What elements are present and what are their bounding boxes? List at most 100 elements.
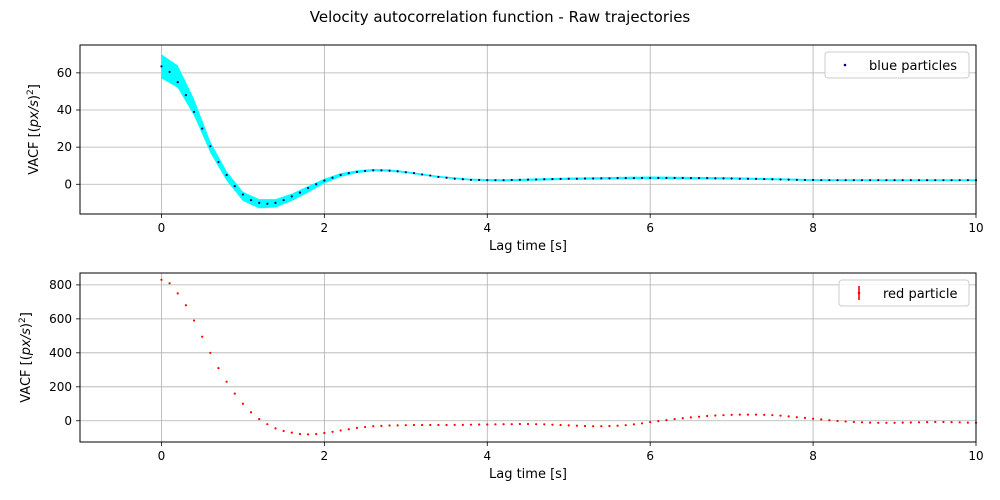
data-point: [184, 304, 187, 307]
data-point: [877, 421, 880, 424]
data-point: [779, 414, 782, 417]
data-point: [559, 423, 562, 427]
data-point: [437, 423, 440, 427]
x-tick-label: 8: [809, 221, 817, 235]
data-point: [266, 202, 269, 205]
data-point: [624, 177, 627, 180]
data-point: [567, 424, 570, 427]
data-point: [575, 177, 578, 180]
data-point: [917, 179, 921, 182]
data-point: [526, 178, 530, 181]
data-point: [241, 402, 245, 405]
figure-title: Velocity autocorrelation function - Raw …: [310, 8, 691, 26]
data-point: [486, 423, 489, 426]
data-point: [754, 413, 758, 416]
data-point: [192, 319, 196, 322]
data-point: [209, 145, 212, 148]
y-axis-label: VACF [(px/s)2]: [18, 312, 34, 403]
data-point: [860, 421, 864, 424]
data-point: [885, 179, 888, 182]
data-point: [233, 392, 236, 395]
data-point: [258, 201, 261, 204]
data-point: [795, 416, 798, 419]
data-point: [722, 414, 725, 417]
legend: red particle: [838, 279, 970, 307]
data-point: [763, 413, 766, 416]
data-point: [640, 176, 644, 180]
data-point: [372, 425, 375, 428]
data-point: [518, 422, 521, 426]
data-point: [192, 110, 196, 113]
data-point: [339, 173, 342, 177]
data-point: [917, 421, 921, 424]
red-particle-subplot: 0 2 4 6 8 10 0 200 400 600 800 Lag time [s] VACF [(p…: [18, 272, 984, 482]
data-point: [559, 177, 562, 180]
data-point: [722, 177, 725, 180]
data-point: [567, 177, 570, 180]
legend: blue particles: [824, 51, 970, 79]
data-point: [608, 424, 611, 428]
data-point: [274, 201, 277, 204]
legend-marker: [857, 291, 861, 295]
data-point: [746, 413, 750, 416]
data-point: [820, 418, 823, 421]
x-tick-label: 4: [483, 449, 491, 463]
data-point: [763, 177, 766, 181]
y-tick-label: 60: [57, 66, 72, 80]
data-point: [795, 178, 798, 181]
data-point: [673, 417, 676, 421]
data-point: [421, 173, 424, 176]
data-point: [323, 431, 326, 435]
x-tick-label: 2: [321, 221, 329, 235]
data-point: [396, 424, 399, 427]
data-point: [363, 169, 367, 173]
data-point: [404, 424, 407, 427]
data-point: [339, 429, 342, 432]
data-point: [355, 426, 359, 430]
data-point: [535, 178, 538, 181]
data-point: [445, 176, 448, 179]
data-point: [640, 422, 644, 425]
data-point: [421, 423, 424, 427]
data-point: [828, 179, 831, 182]
data-point: [787, 178, 790, 181]
data-point: [518, 178, 521, 181]
data-point: [714, 177, 717, 180]
data-point: [811, 417, 815, 420]
data-point: [893, 179, 896, 182]
data-point: [551, 423, 554, 426]
data-point: [779, 178, 782, 181]
data-point: [714, 414, 717, 417]
data-point: [160, 65, 163, 68]
data-point: [926, 179, 929, 182]
data-point: [575, 424, 578, 427]
data-point: [665, 176, 668, 180]
data-point: [331, 430, 334, 433]
blue-particles-subplot: 0 2 4 6 8 10 0 20 40 60 Lag time [s] VACF [(px/s)2]…: [26, 44, 984, 254]
data-point: [852, 179, 855, 182]
data-point: [966, 179, 969, 182]
data-point: [771, 414, 774, 417]
data-point: [241, 193, 245, 196]
data-point: [811, 178, 815, 182]
data-point: [950, 179, 953, 182]
data-point: [673, 176, 676, 180]
data-point: [168, 70, 171, 74]
data-point: [689, 177, 693, 180]
data-point: [184, 94, 187, 97]
data-point: [730, 177, 733, 180]
data-point: [958, 179, 961, 182]
data-point: [730, 413, 733, 416]
data-point: [453, 177, 456, 180]
data-point: [412, 172, 416, 175]
data-point: [469, 423, 473, 426]
data-point: [738, 177, 741, 180]
data-point: [201, 335, 204, 338]
data-point: [551, 177, 554, 181]
data-point: [478, 178, 481, 182]
axes-frame: [79, 272, 977, 443]
data-point: [388, 169, 391, 172]
data-point: [510, 178, 513, 182]
data-point: [909, 421, 912, 424]
